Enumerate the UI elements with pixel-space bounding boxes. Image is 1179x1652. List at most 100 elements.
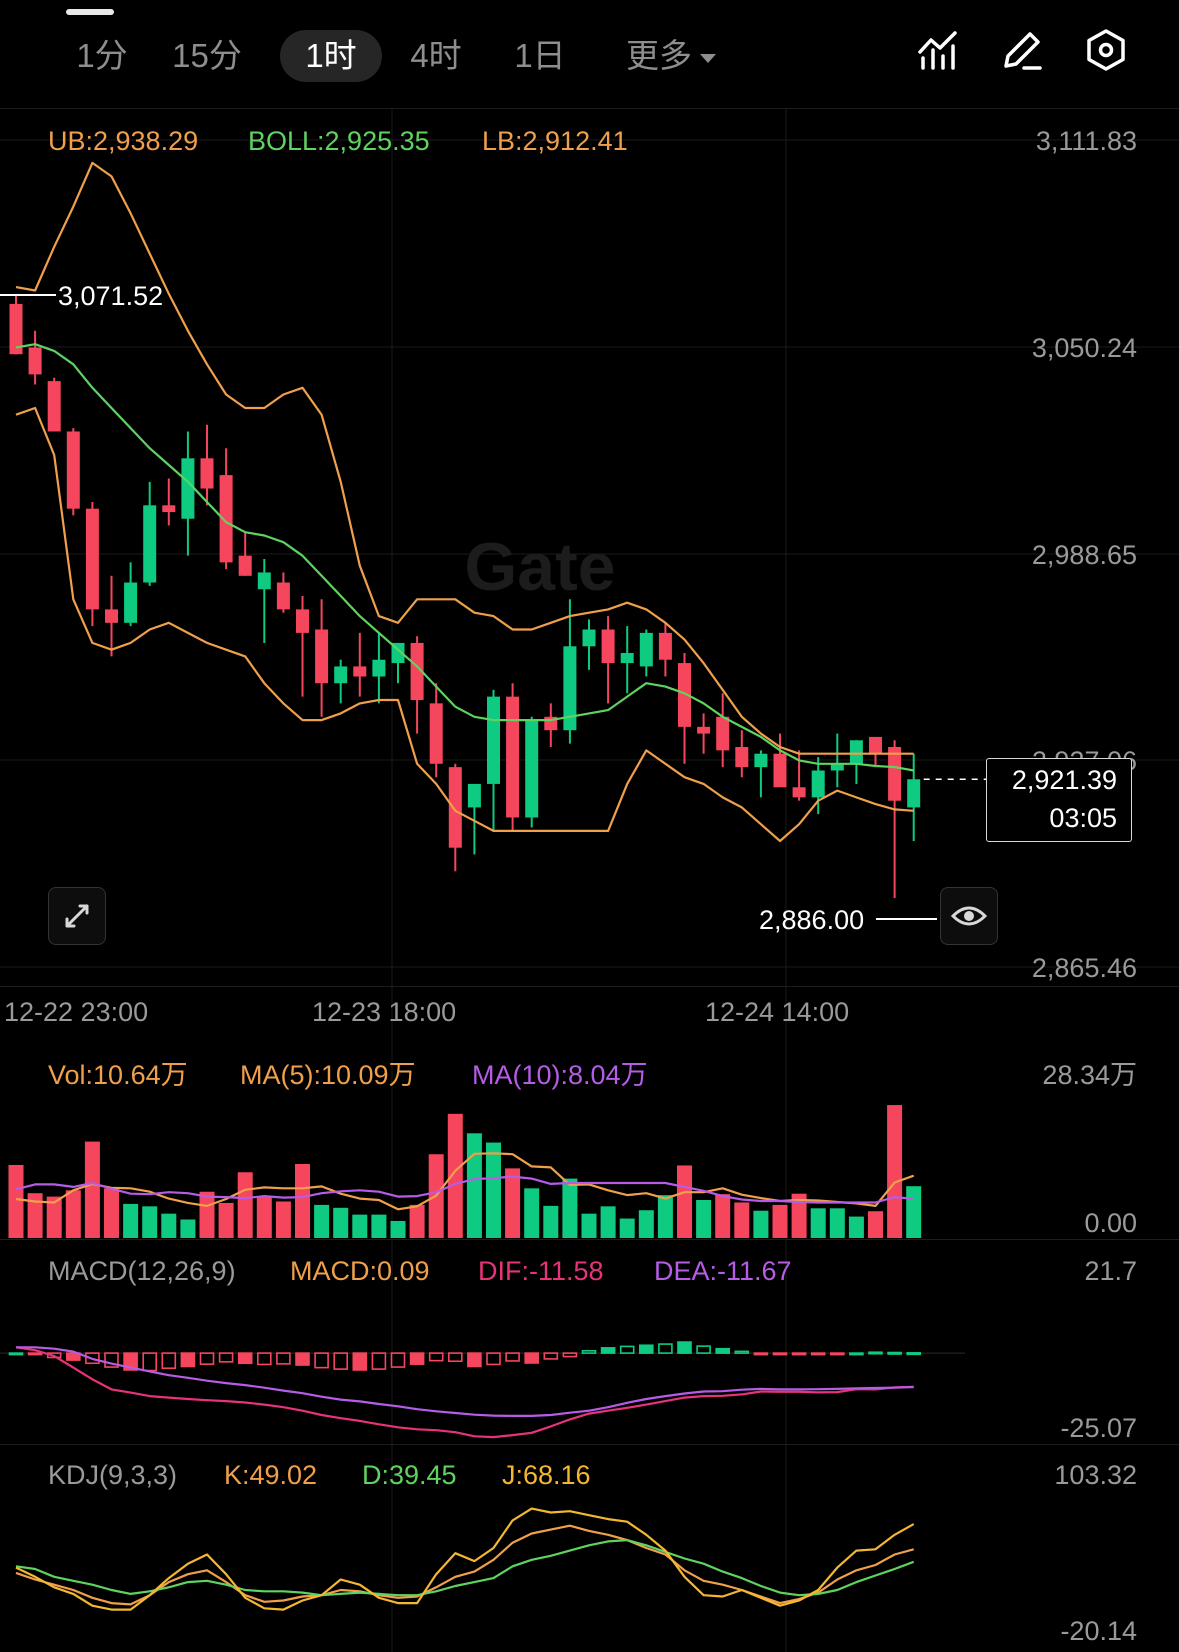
kdj-k-line — [15, 1524, 914, 1606]
last-price-box[interactable]: 2,921.39 03:05 — [986, 758, 1132, 842]
last-price: 2,921.39 — [1011, 765, 1117, 795]
settings-hexagon-icon[interactable] — [1084, 28, 1128, 72]
draw-pen-icon[interactable] — [1000, 28, 1044, 72]
volume-bar — [409, 1204, 425, 1238]
candle-body — [792, 787, 806, 798]
candle-body — [467, 783, 481, 808]
macd-histogram-bar — [696, 1345, 711, 1354]
candle-body — [429, 703, 443, 764]
boll-lb-label: LB:2,912.41 — [482, 126, 628, 156]
candle-body — [888, 746, 902, 801]
macd-histogram-bar — [791, 1352, 807, 1356]
kdj-j-label: J:68.16 — [502, 1460, 591, 1490]
volume-bar — [333, 1207, 349, 1238]
volume-bar — [581, 1213, 597, 1238]
volume-bar — [142, 1206, 158, 1238]
candle-body — [47, 381, 61, 432]
volume-bar — [65, 1190, 81, 1238]
tab-1m[interactable]: 1分 — [76, 37, 128, 74]
macd-dif-line — [15, 1346, 914, 1439]
kdj-k-label: K:49.02 — [224, 1460, 318, 1490]
volume-bar — [352, 1214, 368, 1238]
tab-more[interactable]: 更多 — [612, 30, 730, 82]
vol-axis-bottom: 0.00 — [1084, 1208, 1137, 1238]
volume-bar — [772, 1204, 788, 1238]
boll-mid-label: BOLL:2,925.35 — [248, 126, 430, 156]
candle-body — [849, 740, 863, 764]
macd-histogram-bar — [371, 1352, 387, 1370]
vol-label: Vol:10.64万 — [48, 1060, 188, 1090]
macd-histogram-bar — [199, 1352, 215, 1365]
separator-macd — [0, 1444, 1179, 1445]
volume-bar — [295, 1163, 310, 1238]
candle-body — [697, 726, 711, 734]
macd-value-label: MACD:0.09 — [290, 1256, 430, 1286]
boll-mid-line — [15, 343, 914, 772]
high-price-callout: 3,071.52 — [58, 281, 164, 311]
candle-body — [563, 646, 577, 731]
candle-body — [735, 746, 749, 768]
macd-histogram-bar — [46, 1352, 62, 1359]
volume-bar — [505, 1168, 521, 1238]
macd-histogram-bar — [314, 1352, 329, 1369]
macd-histogram-bar — [27, 1352, 43, 1356]
volume-bar — [256, 1196, 272, 1238]
drag-handle[interactable] — [66, 9, 114, 15]
macd-histogram-bar — [524, 1352, 540, 1364]
macd-histogram-bar — [237, 1352, 253, 1365]
indicator-icon[interactable] — [916, 28, 960, 72]
candle-body — [582, 629, 596, 647]
candle-body — [410, 642, 424, 701]
macd-histogram-bar — [600, 1347, 616, 1354]
separator-volume — [0, 1239, 1179, 1240]
macd-histogram-bar — [505, 1352, 520, 1362]
tab-1d[interactable]: 1日 — [514, 37, 566, 74]
kdj-j-line — [15, 1507, 915, 1611]
candle-body — [830, 763, 844, 771]
candle-body — [907, 779, 921, 808]
candle-body — [219, 475, 233, 563]
price-axis-label: 3,111.83 — [1035, 126, 1137, 156]
volume-bar — [237, 1172, 253, 1238]
candle-body — [353, 666, 367, 677]
candle-body — [334, 666, 348, 684]
macd-histogram-bar — [333, 1352, 349, 1370]
candle-body — [257, 572, 271, 590]
kdj-axis-bottom: -20.14 — [1060, 1616, 1137, 1646]
tab-4h[interactable]: 4时 — [410, 37, 462, 74]
volume-bars — [8, 1105, 922, 1238]
candle-body — [601, 629, 615, 664]
candle-body — [716, 716, 730, 751]
chevron-down-icon — [700, 53, 716, 63]
tab-1h[interactable]: 1时 — [280, 30, 382, 82]
volume-bar — [123, 1203, 139, 1238]
macd-dea-label: DEA:-11.67 — [654, 1256, 792, 1286]
volume-ma10-line — [15, 1175, 914, 1204]
volume-bar — [619, 1218, 635, 1238]
candle-body — [200, 458, 214, 489]
kdj-d-line — [15, 1538, 915, 1597]
macd-histogram-bar — [887, 1351, 902, 1355]
volume-bar — [810, 1208, 826, 1238]
price-axis-label: 2,988.65 — [1031, 540, 1137, 570]
candle-countdown: 03:05 — [1049, 803, 1117, 833]
fullscreen-button[interactable] — [48, 887, 106, 945]
macd-histogram-bar — [543, 1352, 559, 1360]
macd-axis-top: 21.7 — [1084, 1256, 1137, 1286]
timeframe-toolbar: 1分 15分 1时 4时 1日 更多 — [0, 0, 1179, 109]
visibility-toggle-button[interactable] — [940, 887, 998, 945]
macd-series — [0, 1341, 965, 1439]
separator-main — [0, 986, 1179, 987]
macd-histogram-bar — [638, 1344, 654, 1354]
volume-bar — [677, 1165, 692, 1238]
eye-icon — [950, 906, 988, 926]
candle-body — [506, 696, 520, 818]
tab-15m[interactable]: 15分 — [172, 37, 242, 74]
volume-bar — [8, 1164, 24, 1238]
time-axis-label: 12-23 18:00 — [312, 997, 457, 1027]
boll-upper-line — [15, 161, 914, 755]
tab-more-label: 更多 — [626, 37, 692, 74]
macd-title: MACD(12,26,9) — [48, 1256, 236, 1286]
vol-ma5-label: MA(5):10.09万 — [240, 1060, 416, 1090]
